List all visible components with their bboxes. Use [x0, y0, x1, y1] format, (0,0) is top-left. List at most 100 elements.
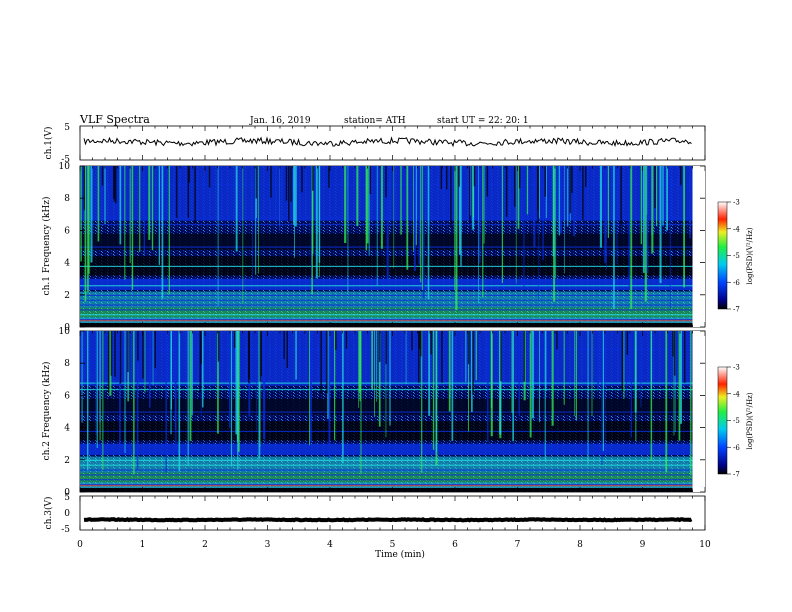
- spectrogram-sferic: [459, 166, 461, 255]
- ch1-colorbar-label: log(PSD)(V²/Hz): [746, 227, 754, 284]
- spectrogram-tone-line: [80, 309, 693, 311]
- spectrogram-tone-line: [80, 314, 693, 316]
- spectrogram-ytick-label: 2: [64, 291, 70, 301]
- spectrogram-sferic: [544, 331, 546, 461]
- spectrogram-gap: [450, 166, 452, 227]
- spectrogram-sferic: [295, 331, 297, 380]
- spectrogram-gap: [500, 331, 502, 382]
- spectrogram-sferic: [597, 331, 599, 390]
- spectrogram-sferic: [393, 166, 395, 269]
- spectrogram-sferic: [630, 166, 633, 310]
- time-tick-label: 6: [452, 540, 458, 550]
- spectrogram-sferic: [414, 166, 416, 272]
- spectrogram-gap: [101, 166, 104, 186]
- spectrogram-sferic: [294, 166, 295, 258]
- spectrogram-sferic: [533, 166, 536, 248]
- spectrogram-ytick-label: 6: [64, 226, 70, 236]
- spectrogram-gap: [523, 331, 525, 382]
- spectrogram-sferic: [642, 166, 645, 273]
- ch2-colorbar-label: log(PSD)(V²/Hz): [746, 392, 754, 449]
- spectrogram-ytick-label: 4: [64, 424, 70, 434]
- spectrogram-sferic: [427, 166, 430, 300]
- spectrogram-gap: [115, 166, 117, 204]
- spectrogram-sferic: [573, 166, 575, 237]
- spectrogram-sferic: [148, 166, 151, 240]
- spectrogram-sferic: [187, 331, 189, 466]
- spectrogram-sferic: [628, 166, 630, 287]
- spectrogram-sferic: [143, 166, 146, 256]
- spectrogram-sferic: [90, 166, 93, 263]
- spectrogram-gap: [83, 166, 85, 211]
- spectrogram-gap: [469, 166, 471, 221]
- time-axis-ticks: [79, 126, 706, 530]
- ch1-colorbar-bar: [717, 201, 728, 310]
- spectrogram-sferic: [385, 331, 387, 438]
- spectrogram-sferic: [309, 331, 310, 446]
- spectrogram-sferic: [635, 331, 637, 442]
- ch1-spectrogram-image: [80, 166, 705, 327]
- spectrogram-ytick-label: 10: [59, 162, 71, 172]
- time-tick-label: 8: [577, 540, 583, 550]
- spectrogram-gap: [518, 166, 521, 189]
- ch3-waveform-ylabel: ch.3(V): [43, 497, 54, 530]
- spectrogram-sferic: [102, 331, 104, 471]
- spectrogram-sferic: [365, 166, 368, 251]
- spectrogram-sferic: [604, 331, 606, 444]
- spectrogram-sferic: [309, 331, 312, 443]
- spectrogram-gap: [514, 166, 516, 207]
- spectrogram-sferic: [88, 166, 90, 274]
- spectrogram-sferic: [490, 331, 493, 437]
- spectrogram-sferic: [689, 166, 691, 239]
- ch2-colorbar: -3 -4 -5 -6 -7 log(PSD)(V²/Hz): [717, 364, 754, 479]
- spectrogram-sferic: [526, 166, 529, 215]
- ch3-ytick-5: 5: [64, 493, 70, 503]
- time-tick-label: 9: [640, 540, 646, 550]
- spectrogram-sferic: [149, 331, 151, 408]
- spectrogram-gap: [285, 166, 288, 201]
- spectrogram-tone-line: [80, 474, 693, 476]
- ch3-waveform-panel: 5 0 -5 ch.3(V): [43, 493, 706, 535]
- header-start-time: start UT = 22: 20: 1: [437, 116, 529, 126]
- spectrogram-tone-line: [80, 246, 693, 248]
- spectrogram-sferic: [679, 331, 682, 424]
- colorbar-tick-label: -4: [733, 390, 740, 398]
- spectrogram-sferic: [451, 331, 454, 441]
- spectrogram-sferic: [539, 331, 540, 422]
- spectrogram-sferic: [406, 166, 409, 270]
- spectrogram-sferic: [413, 166, 414, 251]
- spectrogram-tone-line: [80, 304, 693, 306]
- spectrogram-sferic: [515, 166, 517, 284]
- spectrogram-gap: [312, 166, 314, 191]
- spectrogram-gap: [335, 331, 337, 350]
- ch2-colorbar-bar: [717, 366, 728, 475]
- spectrogram-tone-line: [80, 285, 693, 287]
- spectrogram-gap: [113, 166, 116, 202]
- spectrogram-gap: [683, 331, 686, 383]
- colorbar-tick-label: -7: [733, 471, 740, 479]
- spectrogram-sferic: [575, 331, 577, 420]
- spectrogram-sferic: [455, 166, 458, 311]
- spectrogram-sferic: [662, 166, 664, 226]
- colorbar-tick-label: -3: [733, 364, 740, 372]
- spectrogram-sferic: [644, 166, 647, 302]
- spectrogram-sferic: [293, 166, 295, 225]
- ch3-waveform-trace: [83, 517, 693, 523]
- spectrogram-gap: [441, 331, 443, 383]
- spectrogram-sferic: [674, 331, 676, 432]
- spectrogram-sferic: [432, 331, 435, 450]
- spectrogram-sferic: [237, 331, 240, 452]
- spectrogram-sferic: [587, 331, 589, 465]
- ch2-spectrogram-ylabel: ch.2 Frequency (kHz): [41, 362, 52, 461]
- spectrogram-sferic: [99, 331, 101, 423]
- ch1-colorbar: -3 -4 -5 -6 -7 log(PSD)(V²/Hz): [717, 199, 754, 314]
- spectrogram-sferic: [555, 166, 557, 279]
- spectrogram-gap: [194, 166, 196, 223]
- spectrogram-sferic: [235, 331, 238, 435]
- spectrogram-gap: [486, 166, 489, 197]
- spectrogram-sferic: [665, 331, 668, 473]
- time-tick-label: 1: [140, 540, 146, 550]
- spectrogram-sferic: [315, 166, 318, 279]
- spectrogram-sferic: [483, 166, 485, 244]
- spectrogram-tone-line: [80, 459, 693, 461]
- spectrogram-gap: [248, 331, 250, 380]
